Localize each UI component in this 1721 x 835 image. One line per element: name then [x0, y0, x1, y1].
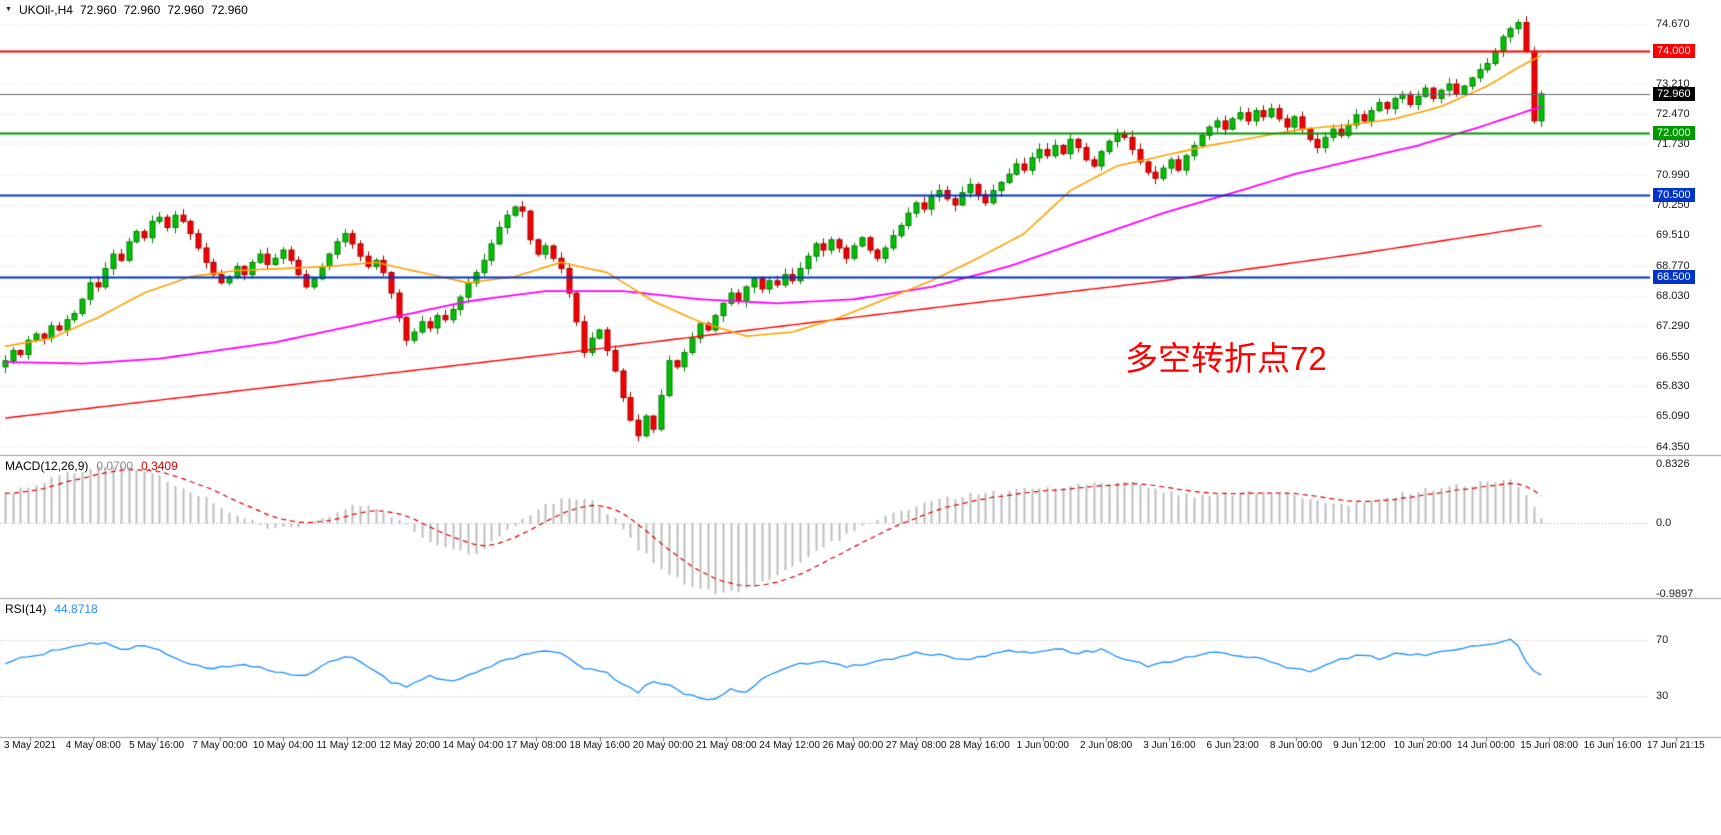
- rsi-name: RSI(14): [5, 602, 47, 616]
- chart-annotation-text: 多空转折点72: [1125, 340, 1327, 377]
- price-badge: 74.000: [1653, 44, 1695, 59]
- time-label: 12 May 20:00: [379, 740, 441, 751]
- chart-title: ▼ UKOil-,H4 72.960 72.960 72.960 72.960: [5, 3, 248, 17]
- time-label: 10 Jun 20:00: [1393, 740, 1452, 751]
- price-badge: 70.500: [1653, 187, 1695, 202]
- time-label: 24 May 12:00: [759, 740, 820, 751]
- time-label: 5 May 16:00: [129, 740, 185, 751]
- price-tick-label: 68.770: [1656, 259, 1690, 272]
- time-label: 17 May 08:00: [506, 740, 567, 751]
- time-axis[interactable]: 3 May 2021 4 May 08:00 5 May 16:00 7 May 00…: [0, 740, 1721, 756]
- price-badge: 72.000: [1653, 126, 1695, 141]
- macd-main-value: 0.0700: [96, 459, 134, 473]
- price-tick-label: 64.350: [1656, 440, 1690, 453]
- time-label: 9 Jun 12:00: [1333, 740, 1386, 751]
- time-label: 8 Jun 00:00: [1269, 740, 1323, 751]
- price-badge: 68.500: [1653, 269, 1695, 284]
- price-tick-label: 69.510: [1656, 229, 1690, 242]
- symbol-timeframe: UKOil-,H4: [18, 3, 73, 17]
- rsi-value: 44.8718: [54, 602, 98, 616]
- price-tick-label: 68.030: [1656, 289, 1690, 302]
- price-badge: 72.960: [1653, 86, 1695, 101]
- time-label: 21 May 08:00: [695, 740, 757, 751]
- time-label: 14 Jun 00:00: [1456, 740, 1515, 751]
- price-tick-label: 0.8326: [1656, 458, 1690, 471]
- price-tick-label: 67.290: [1656, 320, 1690, 333]
- price-tick-label: 0.0: [1656, 517, 1672, 530]
- time-label: 3 May 2021: [3, 740, 57, 751]
- time-label: 15 Jun 08:00: [1520, 740, 1579, 751]
- time-label: 18 May 16:00: [569, 740, 630, 751]
- price-axis[interactable]: 74.670 73.210 72.470 71.730 70.990 70.250 69.5…: [1652, 0, 1721, 737]
- price-tick-label: 30: [1656, 689, 1669, 702]
- time-label: 11 May 12:00: [316, 740, 377, 751]
- macd-indicator-label: MACD(12,26,9) 0.0700 0.3409: [5, 459, 178, 473]
- price-tick-label: 72.470: [1656, 107, 1690, 120]
- price-tick-label: 70.250: [1656, 198, 1690, 211]
- time-label: 10 May 04:00: [252, 740, 314, 751]
- macd-name: MACD(12,26,9): [5, 459, 89, 473]
- time-label: 3 Jun 16:00: [1143, 740, 1196, 751]
- time-label: 28 May 16:00: [949, 740, 1010, 751]
- price-tick-label: 65.830: [1656, 380, 1690, 393]
- price-tick-label: 73.210: [1656, 77, 1690, 90]
- quote-open: 72.960: [79, 3, 117, 17]
- price-tick-label: 74.670: [1656, 17, 1690, 30]
- rsi-indicator-label: RSI(14) 44.8718: [5, 602, 98, 616]
- time-label: 27 May 08:00: [885, 740, 947, 751]
- time-label: 1 Jun 00:00: [1016, 740, 1069, 751]
- time-label: 17 Jun 21:15: [1646, 740, 1705, 751]
- time-label: 6 Jun 23:00: [1206, 740, 1259, 751]
- price-tick-label: -0.9897: [1656, 587, 1694, 600]
- quote-close: 72.960: [211, 3, 248, 17]
- time-label: 26 May 00:00: [822, 740, 884, 751]
- price-tick-label: 66.550: [1656, 350, 1690, 363]
- macd-signal-value: 0.3409: [141, 459, 178, 473]
- time-label: 4 May 08:00: [65, 740, 121, 751]
- time-label: 14 May 04:00: [442, 740, 504, 751]
- price-tick-label: 70: [1656, 634, 1669, 647]
- time-label: 7 May 00:00: [192, 740, 248, 751]
- time-label: 20 May 00:00: [632, 740, 694, 751]
- quote-high: 72.960: [123, 3, 161, 17]
- quote-low: 72.960: [167, 3, 205, 17]
- price-tick-label: 71.730: [1656, 138, 1690, 151]
- price-tick-label: 65.090: [1656, 410, 1690, 423]
- chart-marker-icon: ▼: [5, 6, 12, 13]
- time-label: 16 Jun 16:00: [1583, 740, 1642, 751]
- time-label: 2 Jun 08:00: [1079, 740, 1133, 751]
- price-tick-label: 70.990: [1656, 168, 1690, 181]
